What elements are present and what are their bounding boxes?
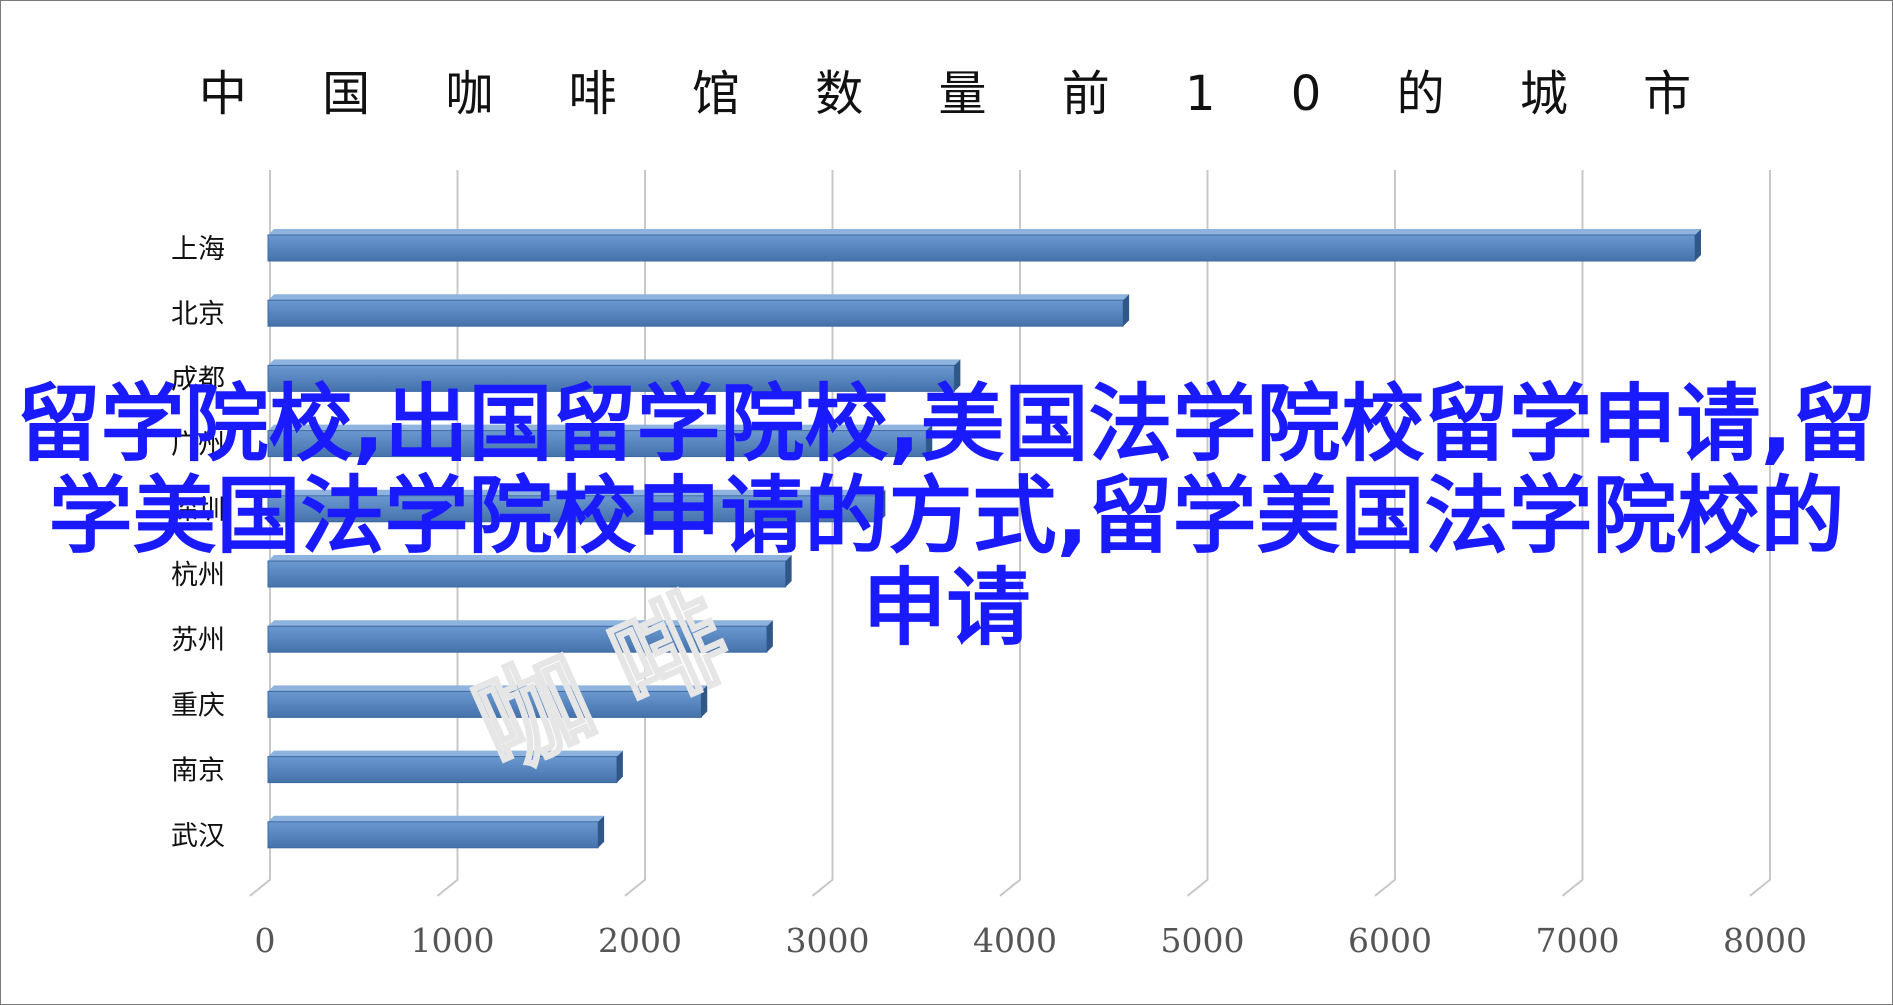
x-tick-label: 1000 [411,921,495,960]
gridline [1749,170,1771,897]
bar [267,489,886,523]
bar [267,424,933,458]
bar [267,294,1130,327]
gridline [1374,170,1396,897]
category-label: 重庆 [171,690,225,721]
chart-title: 中 国 咖 啡 馆 数 量 前 1 0 的 城 市 [199,66,1721,122]
category-label: 成都 [171,364,225,395]
bar [267,359,961,392]
bar [267,750,623,784]
x-tick-label: 6000 [1348,921,1432,960]
bar [267,685,708,718]
category-label: 深圳 [171,495,225,526]
x-tick-label: 4000 [973,921,1057,960]
bar [267,620,773,653]
x-tick-label: 8000 [1723,921,1807,960]
bar-layer [267,229,1701,849]
bar [267,555,792,588]
x-tick-labels: 0 1000 2000 3000 4000 5000 6000 7000 8000 [255,921,1807,960]
category-label: 杭州 [171,560,225,591]
category-label: 武汉 [171,821,225,852]
bar [267,815,605,849]
gridline [1186,170,1209,897]
category-label: 北京 [171,299,225,330]
category-label: 南京 [171,756,225,787]
bar [267,229,1701,262]
x-tick-label: 0 [255,921,276,960]
category-label: 广州 [171,430,225,461]
x-tick-label: 7000 [1536,921,1620,960]
gridline [999,170,1021,897]
gridline [624,170,646,897]
category-label: 上海 [171,234,225,265]
gridline [811,170,834,897]
gridline [1561,170,1584,897]
grid-layer [249,170,1771,897]
x-tick-label: 3000 [786,921,870,960]
x-tick-label: 2000 [598,921,682,960]
gridline [436,170,459,897]
gridline [249,170,271,897]
x-tick-label: 5000 [1161,921,1245,960]
category-label: 苏州 [171,625,225,656]
